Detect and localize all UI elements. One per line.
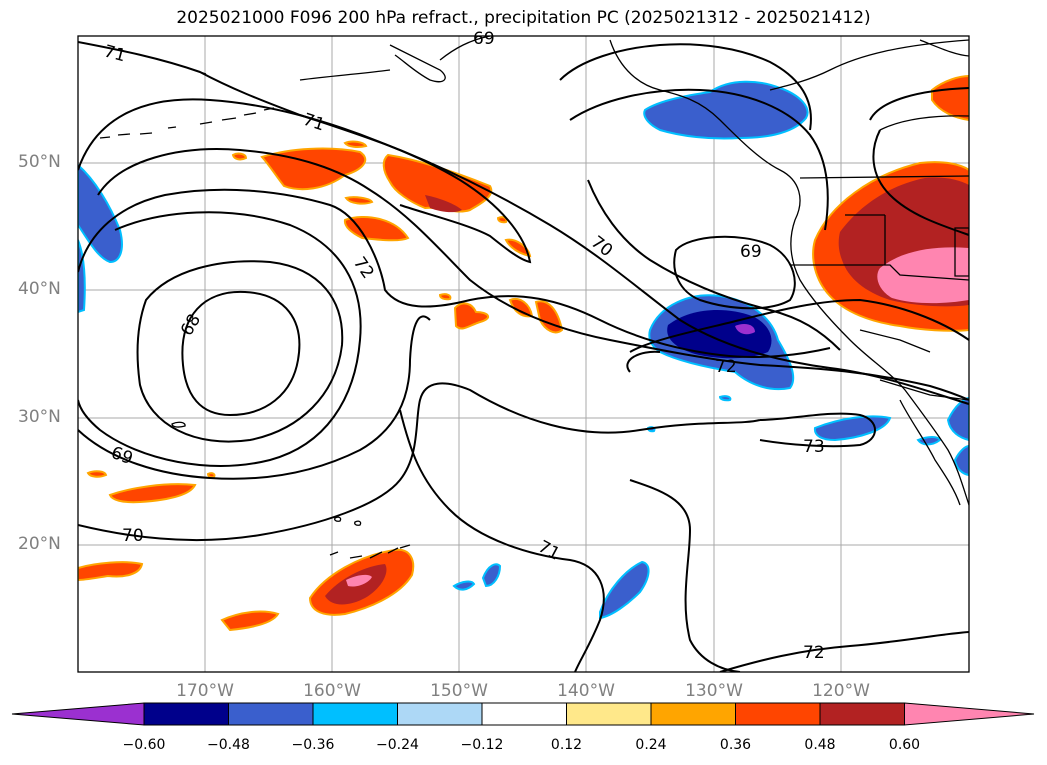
contour-label: 70 [587,232,616,261]
colorbar-tick-label: −0.12 [460,737,504,753]
lon-label: 140°W [557,681,615,701]
lat-label: 50°N [18,152,61,172]
contour-label: 72 [349,253,378,282]
precip-negative-areas [78,80,969,620]
precip-positive-areas [78,74,969,632]
colorbar-segment [650,702,736,726]
colorbar-tick-label: −0.60 [122,737,166,753]
map-title: 2025021000 F096 200 hPa refract., precip… [176,8,871,28]
lon-label: 160°W [303,681,361,701]
lon-label: 150°W [430,681,488,701]
lon-label: 170°W [176,681,234,701]
colorbar-segment [735,702,821,726]
contour-label: 71 [535,537,563,565]
colorbar-tick-label: −0.24 [376,737,419,753]
lon-label: 130°W [685,681,743,701]
colorbar-tick-label: 0.48 [804,737,836,753]
colorbar-tick-label: 0.36 [719,737,752,753]
colorbar [11,702,1035,726]
contour-label: 70 [122,526,144,546]
contour-label: 71 [300,110,327,136]
colorbar-segment [566,702,652,726]
lat-label: 40°N [18,279,61,299]
refractivity-contours [78,41,969,672]
colorbar-segment [228,702,314,726]
colorbar-extend-high [904,702,1035,726]
lon-label: 120°W [812,681,870,701]
gridlines [78,36,969,672]
contour-label: 72 [803,643,825,663]
contour-label: 71 [102,42,128,67]
colorbar-tick-label: 0.24 [635,737,667,753]
contour-label: 73 [803,437,825,457]
map-frame [77,35,970,673]
contour-label: 69 [473,29,495,49]
colorbar-segment [312,702,398,726]
contour-label: 69 [740,242,762,262]
contour-label: 69 [108,443,135,469]
colorbar-segment [397,702,483,726]
colorbar-segment [481,702,567,726]
colorbar-segment [143,702,229,726]
colorbar-tick-label: −0.36 [291,737,335,753]
colorbar-tick-label: 0.12 [550,737,583,753]
colorbar-tick-label: 0.60 [888,737,921,753]
lat-label: 20°N [18,534,61,554]
contour-label: 72 [715,357,737,377]
coastlines [389,36,969,506]
colorbar-segment [819,702,905,726]
contour-label: 68 [177,311,205,340]
lat-label: 30°N [18,407,61,427]
colorbar-extend-low [11,702,145,726]
islands [99,69,411,559]
colorbar-tick-label: −0.48 [207,737,250,753]
